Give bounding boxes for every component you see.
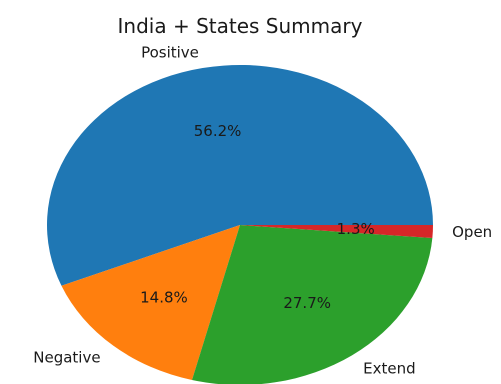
pie-slice-extend (192, 225, 433, 384)
slice-label-positive: Positive (141, 43, 199, 61)
slice-pct-positive: 56.2% (194, 122, 242, 140)
slice-label-open: Open (452, 223, 492, 241)
slice-label-negative: Negative (33, 349, 100, 367)
slice-label-extend: Extend (363, 359, 416, 377)
slice-pct-open: 1.3% (337, 220, 375, 238)
pie-slice-open (240, 225, 433, 239)
chart-title: India + States Summary (118, 14, 363, 38)
pie-labels: Positive 56.2% Negative 14.8% Extend 27.7% Ope… (33, 43, 492, 377)
pie-slice-positive (46, 65, 433, 286)
slice-pct-extend: 27.7% (283, 294, 331, 312)
slice-pct-negative: 14.8% (140, 288, 188, 306)
pie-slices (46, 65, 433, 384)
pie-slice-negative (61, 225, 240, 380)
